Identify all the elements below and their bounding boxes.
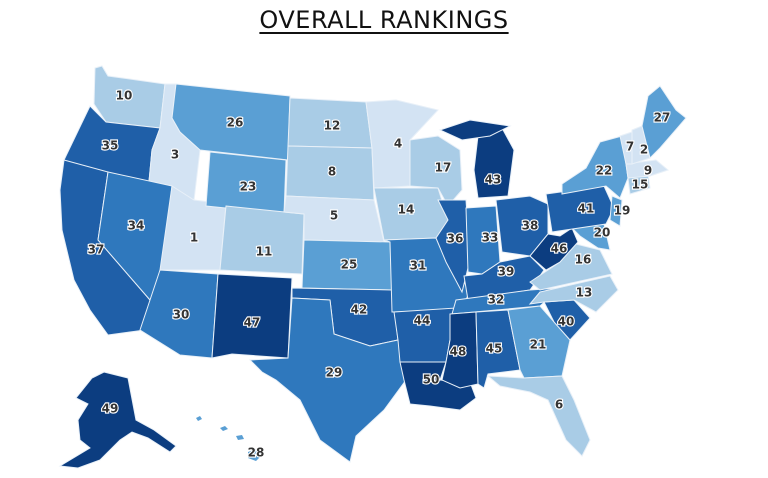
label-nv: 34: [128, 219, 145, 233]
label-ky: 39: [498, 265, 515, 279]
label-ny: 22: [596, 164, 613, 178]
state-colorado[interactable]: [219, 205, 305, 275]
label-wi: 17: [435, 161, 452, 175]
label-la: 50: [423, 373, 440, 387]
label-al: 45: [486, 342, 503, 356]
label-fl: 6: [555, 398, 563, 412]
title-text: OVERALL RANKINGS: [259, 6, 509, 34]
state-wisconsin[interactable]: [409, 135, 463, 207]
label-vt: 7: [626, 140, 634, 154]
page-title: OVERALL RANKINGS: [0, 6, 768, 34]
label-sd: 8: [328, 165, 336, 179]
label-ut: 1: [190, 231, 198, 245]
label-nj: 19: [614, 204, 631, 218]
label-nd: 12: [324, 119, 341, 133]
state-michigan[interactable]: [473, 127, 515, 199]
label-pa: 41: [578, 202, 595, 216]
label-ga: 21: [530, 338, 547, 352]
label-ak: 49: [102, 402, 119, 416]
label-mo: 31: [410, 259, 427, 273]
label-nh: 2: [640, 143, 648, 157]
label-mi: 43: [485, 173, 502, 187]
state-new-mexico[interactable]: [211, 273, 293, 359]
label-ma: 9: [644, 164, 652, 178]
state-north-carolina[interactable]: [528, 275, 619, 313]
state-michigan-up[interactable]: [438, 119, 512, 141]
rank-labels: 10 35 37 3 34 1 30 26 23 11 47 12 8 5 25…: [87, 87, 672, 460]
label-sc: 40: [558, 315, 575, 329]
label-tx: 29: [326, 366, 343, 380]
label-ct: 15: [632, 178, 649, 192]
label-nc: 13: [576, 286, 593, 300]
label-az: 30: [173, 308, 190, 322]
label-nm: 47: [244, 316, 261, 330]
label-in: 33: [482, 231, 499, 245]
state-new-jersey[interactable]: [609, 195, 623, 227]
label-or: 35: [102, 139, 119, 153]
label-mn: 4: [394, 137, 402, 151]
state-maine[interactable]: [641, 85, 687, 159]
label-ms: 48: [450, 345, 467, 359]
label-ca: 37: [88, 243, 105, 257]
label-wy: 23: [240, 180, 257, 194]
label-mt: 26: [227, 116, 244, 130]
label-tn: 32: [488, 293, 505, 307]
label-ok: 42: [351, 303, 368, 317]
label-ne: 5: [330, 209, 338, 223]
label-va: 16: [575, 253, 592, 267]
label-me: 27: [654, 111, 671, 125]
label-oh: 38: [522, 219, 539, 233]
state-texas[interactable]: [248, 297, 407, 463]
label-ia: 14: [398, 203, 415, 217]
state-louisiana[interactable]: [399, 361, 477, 411]
label-id: 3: [171, 148, 179, 162]
label-co: 11: [256, 245, 273, 259]
state-massachusetts[interactable]: [625, 159, 670, 179]
state-florida[interactable]: [486, 375, 591, 457]
label-ks: 25: [341, 258, 358, 272]
label-il: 36: [447, 232, 464, 246]
state-alaska[interactable]: [58, 371, 177, 469]
label-wv: 46: [551, 242, 568, 256]
label-wa: 10: [116, 89, 133, 103]
state-west-virginia[interactable]: [529, 227, 579, 271]
label-ar: 44: [414, 314, 431, 328]
state-hawaii[interactable]: [196, 416, 262, 461]
label-hi: 28: [248, 446, 265, 460]
label-md: 20: [594, 226, 611, 240]
